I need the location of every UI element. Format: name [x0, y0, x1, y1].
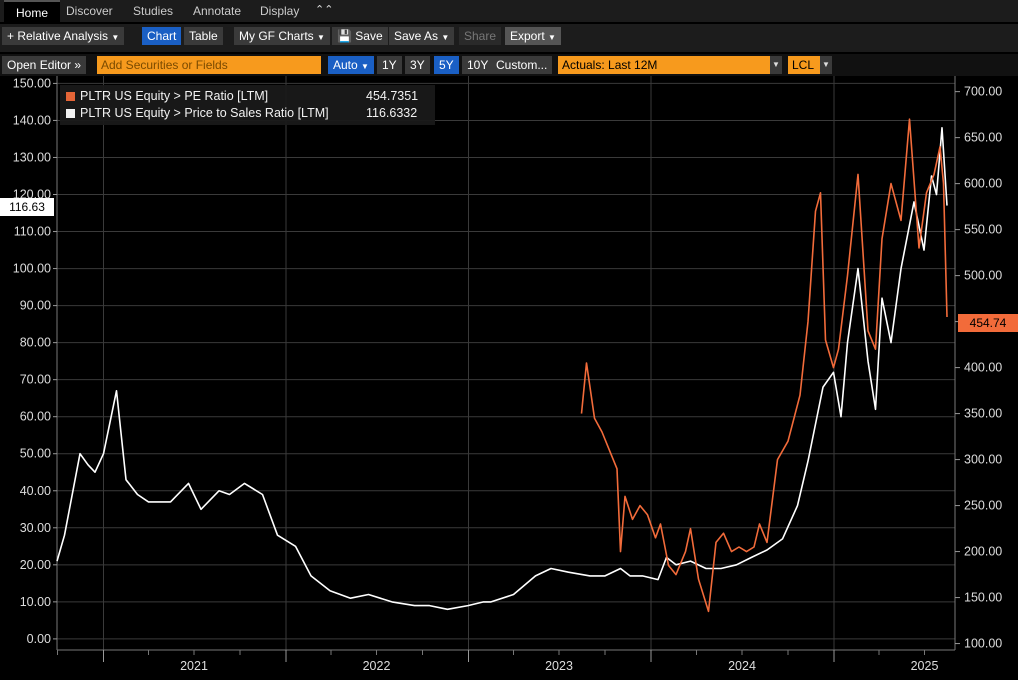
save-icon: 💾: [337, 29, 352, 43]
range-5y-button[interactable]: 5Y: [434, 56, 459, 74]
relative-analysis-button[interactable]: + Relative Analysis ▼: [2, 27, 125, 45]
toolbar: + Relative Analysis ▼ Chart Table My GF …: [0, 24, 1018, 52]
open-editor-button[interactable]: Open Editor »: [2, 56, 87, 74]
left-tick-label: 80.00: [20, 336, 51, 350]
tab-annotate[interactable]: Annotate: [193, 4, 242, 18]
left-tick-label: 30.00: [20, 521, 51, 535]
left-tick-label: 100.00: [13, 262, 51, 276]
right-tick-label: 700.00: [964, 85, 1002, 99]
left-tick-label: 10.00: [20, 595, 51, 609]
right-tick-label: 600.00: [964, 177, 1002, 191]
left-axis: 150.00140.00130.00120.00110.00100.0090.0…: [13, 76, 58, 650]
left-tick-label: 40.00: [20, 484, 51, 498]
grid-lines: [57, 76, 955, 650]
left-tick-label: 140.00: [13, 113, 51, 127]
collapse-ribbon-icon[interactable]: ⌃⌃: [315, 4, 334, 16]
tab-discover[interactable]: Discover: [66, 4, 113, 18]
ribbon-tabs: Home Discover Studies Annotate Display ⌃…: [0, 0, 1018, 22]
right-tick-label: 400.00: [964, 361, 1002, 375]
tab-display[interactable]: Display: [260, 4, 300, 18]
tab-studies[interactable]: Studies: [133, 4, 174, 18]
series-layer: [56, 118, 948, 613]
currency-select[interactable]: LCL: [788, 56, 820, 74]
legend: PLTR US Equity > PE Ratio [LTM] 454.7351…: [60, 85, 435, 125]
ps-swatch: [66, 109, 75, 119]
right-tick-label: 300.00: [964, 453, 1002, 467]
right-tick-label: 500.00: [964, 269, 1002, 283]
left-tick-label: 0.00: [27, 632, 51, 646]
x-tick-label: 2022: [363, 659, 391, 673]
range-10y-button[interactable]: 10Y: [462, 56, 494, 74]
ps-ratio-line: [56, 126, 948, 611]
right-tick-label: 150.00: [964, 591, 1002, 605]
x-tick-label: 2023: [545, 659, 573, 673]
ps-last-value-flag: 116.63: [0, 198, 54, 216]
security-bar: Open Editor » Add Securities or Fields A…: [0, 54, 1018, 76]
table-button[interactable]: Table: [184, 27, 223, 45]
left-tick-label: 90.00: [20, 299, 51, 313]
range-1y-button[interactable]: 1Y: [377, 56, 402, 74]
legend-item-ps: PLTR US Equity > Price to Sales Ratio [L…: [66, 105, 417, 121]
legend-item-pe: PLTR US Equity > PE Ratio [LTM] 454.7351: [66, 88, 418, 104]
range-3y-button[interactable]: 3Y: [405, 56, 430, 74]
share-button[interactable]: Share: [459, 27, 502, 45]
right-tick-label: 350.00: [964, 407, 1002, 421]
actuals-select[interactable]: Actuals: Last 12M: [558, 56, 770, 74]
security-search-input[interactable]: Add Securities or Fields: [97, 56, 321, 74]
chart-area[interactable]: 150.00140.00130.00120.00110.00100.0090.0…: [0, 76, 1018, 680]
right-axis: 700.00650.00600.00550.00500.00450.00400.…: [954, 76, 1002, 651]
x-tick-label: 2024: [728, 659, 756, 673]
right-tick-label: 250.00: [964, 499, 1002, 513]
save-as-button[interactable]: Save As ▼: [389, 27, 455, 45]
left-tick-label: 50.00: [20, 447, 51, 461]
left-tick-label: 60.00: [20, 410, 51, 424]
currency-dropdown-icon[interactable]: ▼: [820, 56, 832, 74]
actuals-dropdown-icon[interactable]: ▼: [770, 56, 782, 74]
pe-swatch: [66, 92, 75, 102]
chart-button[interactable]: Chart: [142, 27, 182, 45]
right-tick-label: 200.00: [964, 545, 1002, 559]
right-tick-label: 550.00: [964, 223, 1002, 237]
my-gf-charts-button[interactable]: My GF Charts ▼: [234, 27, 330, 45]
right-tick-label: 650.00: [964, 131, 1002, 145]
x-tick-label: 2025: [911, 659, 939, 673]
left-tick-label: 150.00: [13, 76, 51, 90]
save-button[interactable]: 💾 Save: [332, 27, 388, 45]
left-tick-label: 110.00: [14, 225, 51, 239]
export-button[interactable]: Export ▼: [505, 27, 561, 45]
pe-ratio-line: [580, 118, 948, 613]
pe-last-value-flag: 454.74: [958, 314, 1018, 332]
x-axis: 2021 2022 2023 2024 2025: [57, 649, 955, 673]
left-tick-label: 70.00: [20, 373, 51, 387]
custom-range-button[interactable]: Custom...: [491, 56, 553, 74]
tab-home[interactable]: Home: [4, 0, 61, 22]
left-tick-label: 130.00: [13, 150, 51, 164]
left-tick-label: 20.00: [20, 558, 51, 572]
right-tick-label: 100.00: [964, 637, 1002, 651]
x-tick-label: 2021: [180, 659, 208, 673]
auto-range-button[interactable]: Auto ▼: [328, 56, 374, 74]
